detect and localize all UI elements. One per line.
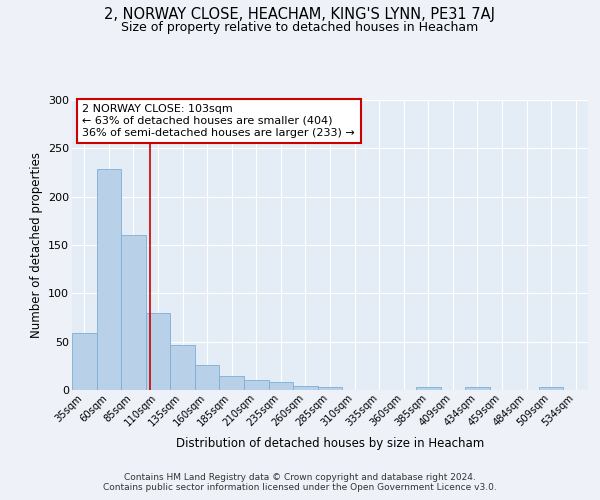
Bar <box>244 380 269 390</box>
Text: Contains HM Land Registry data © Crown copyright and database right 2024.
Contai: Contains HM Land Registry data © Crown c… <box>103 473 497 492</box>
Bar <box>416 387 440 390</box>
Bar <box>170 344 195 390</box>
Bar <box>72 333 97 390</box>
Y-axis label: Number of detached properties: Number of detached properties <box>29 152 43 338</box>
Bar <box>220 376 244 390</box>
Bar <box>293 386 318 390</box>
Text: 2 NORWAY CLOSE: 103sqm
← 63% of detached houses are smaller (404)
36% of semi-de: 2 NORWAY CLOSE: 103sqm ← 63% of detached… <box>82 104 355 138</box>
Text: Size of property relative to detached houses in Heacham: Size of property relative to detached ho… <box>121 22 479 35</box>
Bar <box>121 236 146 390</box>
Bar <box>269 382 293 390</box>
Bar <box>318 387 342 390</box>
Text: 2, NORWAY CLOSE, HEACHAM, KING'S LYNN, PE31 7AJ: 2, NORWAY CLOSE, HEACHAM, KING'S LYNN, P… <box>104 8 496 22</box>
Bar <box>97 168 121 390</box>
Bar <box>465 387 490 390</box>
Bar <box>539 387 563 390</box>
Bar <box>195 365 220 390</box>
Bar <box>146 312 170 390</box>
X-axis label: Distribution of detached houses by size in Heacham: Distribution of detached houses by size … <box>176 436 484 450</box>
